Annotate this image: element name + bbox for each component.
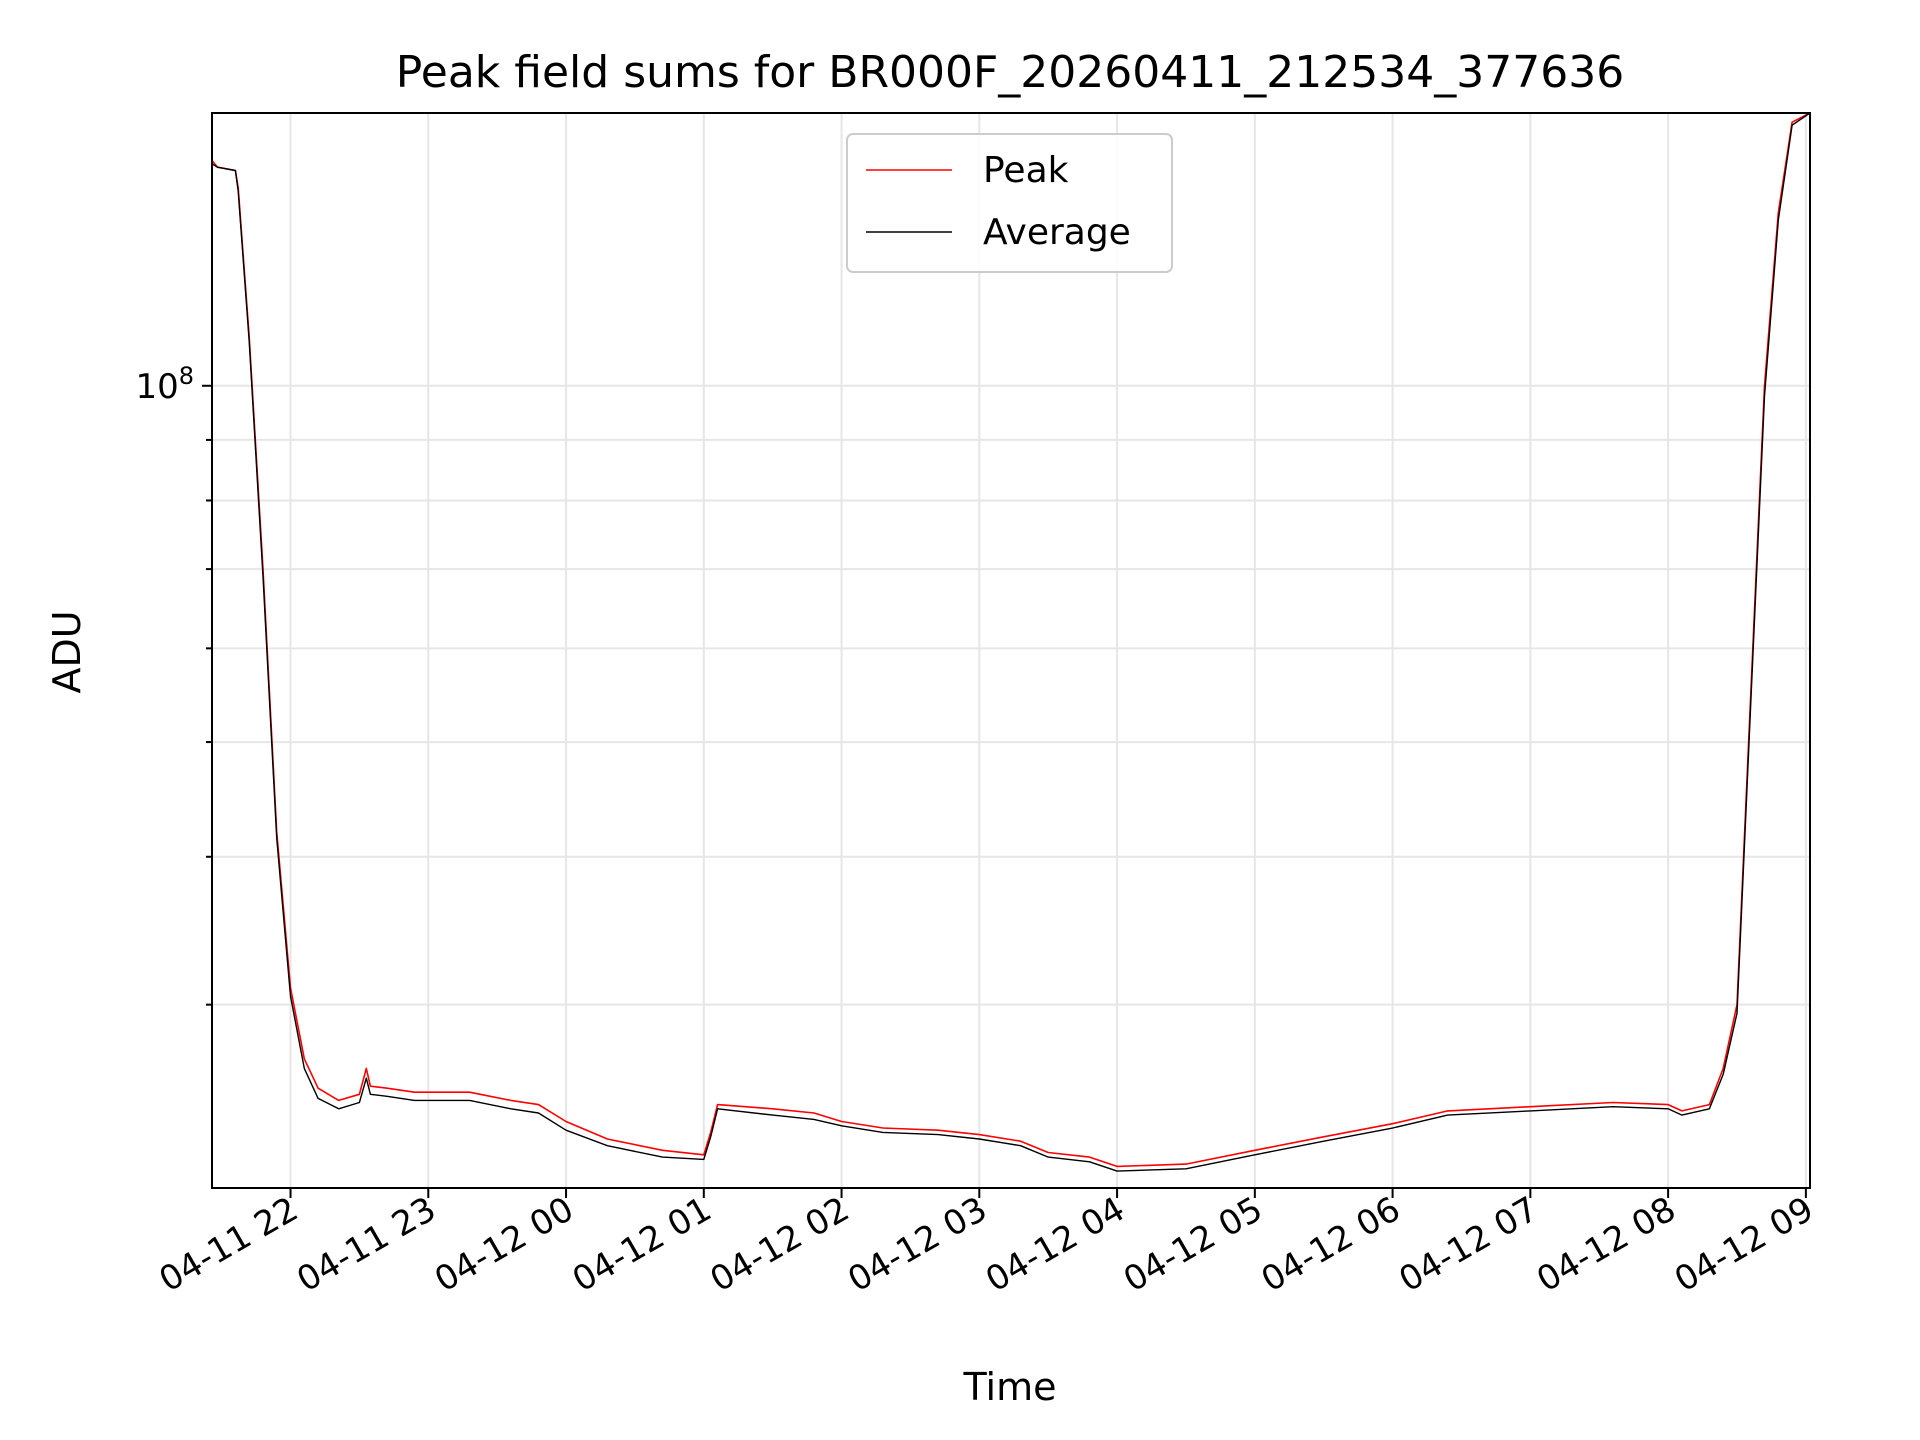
chart-title: Peak field sums for BR000F_20260411_2125… [396, 47, 1624, 98]
y-tick-label: 108 [135, 362, 194, 407]
plot-frame [211, 112, 1811, 1189]
legend: Peak Average [846, 133, 1173, 273]
grid-layer [212, 113, 1810, 1188]
y-tick-label-base: 10 [135, 367, 178, 407]
legend-label-average: Average [983, 212, 1131, 253]
series-line-average [212, 113, 1810, 1172]
legend-box [846, 133, 1173, 273]
y-tick-label-exponent: 8 [179, 362, 194, 390]
x-axis-label: Time [963, 1365, 1057, 1409]
series-line-peak [212, 113, 1810, 1168]
series-layer [212, 113, 1810, 1172]
y-axis-label: ADU [45, 610, 89, 693]
legend-label-peak: Peak [983, 150, 1069, 191]
